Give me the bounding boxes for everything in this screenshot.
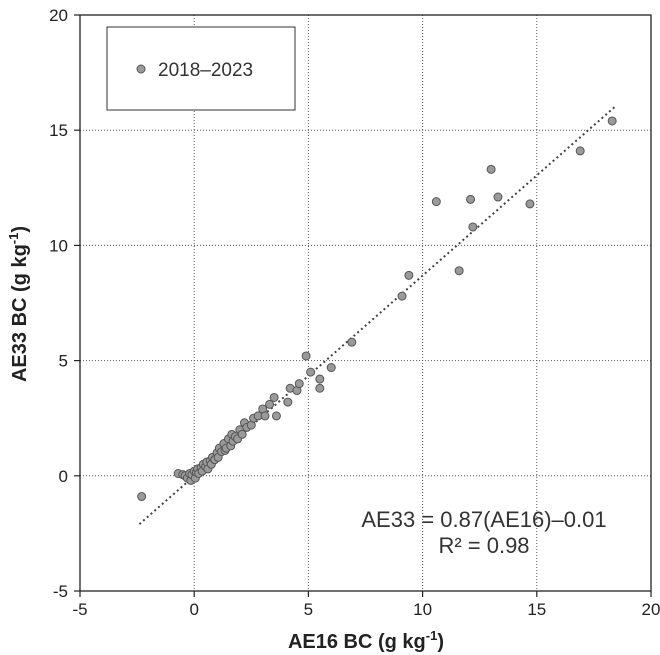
y-axis-title: AE33 BC (g kg-1) xyxy=(6,226,31,382)
data-point xyxy=(607,116,617,126)
y-tick-label: -5 xyxy=(53,582,68,601)
data-point xyxy=(315,383,325,393)
grid-lines xyxy=(80,15,651,591)
data-point xyxy=(454,266,464,276)
regression-equation: AE33 = 0.87(AE16)–0.01 xyxy=(361,507,606,532)
x-tick-label: 15 xyxy=(527,600,546,619)
y-axis-title-main: AE33 BC (g kg xyxy=(9,244,31,382)
axis-ticks: -5 0 5 10 15 20 -5 0 5 10 15 20 xyxy=(49,6,660,619)
data-point xyxy=(326,363,336,373)
x-axis-title-end: ) xyxy=(437,631,444,653)
data-point xyxy=(306,367,316,377)
legend: 2018–2023 xyxy=(106,26,296,111)
x-axis-title-main: AE16 BC (g kg xyxy=(288,631,426,653)
x-axis-title: AE16 BC (g kg-1) xyxy=(288,628,444,653)
data-point xyxy=(493,192,503,202)
data-point xyxy=(269,392,279,402)
data-point xyxy=(404,270,414,280)
r-squared-label: R² = 0.98 xyxy=(438,533,529,558)
data-point xyxy=(486,164,496,174)
data-point xyxy=(237,429,247,439)
data-point xyxy=(466,194,476,204)
data-point xyxy=(260,411,270,421)
data-point xyxy=(301,351,311,361)
plot-frame xyxy=(79,14,652,592)
data-point xyxy=(431,197,441,207)
data-point xyxy=(397,291,407,301)
legend-marker xyxy=(136,64,146,74)
x-tick-label: -5 xyxy=(72,600,87,619)
legend-label: 2018–2023 xyxy=(158,60,253,81)
data-point xyxy=(347,337,357,347)
data-point xyxy=(265,399,275,409)
data-point xyxy=(575,146,585,156)
data-point xyxy=(468,222,478,232)
y-tick-label: 10 xyxy=(49,236,68,255)
data-point xyxy=(271,411,281,421)
y-tick-label: 0 xyxy=(59,467,68,486)
y-tick-label: 5 xyxy=(59,352,68,371)
x-tick-label: 20 xyxy=(642,600,660,619)
data-point xyxy=(525,199,535,209)
y-axis-title-sup: -1 xyxy=(6,233,21,245)
data-point xyxy=(315,374,325,384)
x-tick-label: 10 xyxy=(413,600,432,619)
x-tick-label: 0 xyxy=(189,600,198,619)
x-axis-title-sup: -1 xyxy=(426,628,438,643)
data-point xyxy=(294,379,304,389)
data-points xyxy=(137,116,617,502)
y-axis-title-end: ) xyxy=(9,226,31,233)
data-point xyxy=(137,492,147,502)
x-tick-label: 5 xyxy=(304,600,313,619)
data-point xyxy=(283,397,293,407)
y-tick-label: 20 xyxy=(49,6,68,25)
y-tick-label: 15 xyxy=(49,121,68,140)
